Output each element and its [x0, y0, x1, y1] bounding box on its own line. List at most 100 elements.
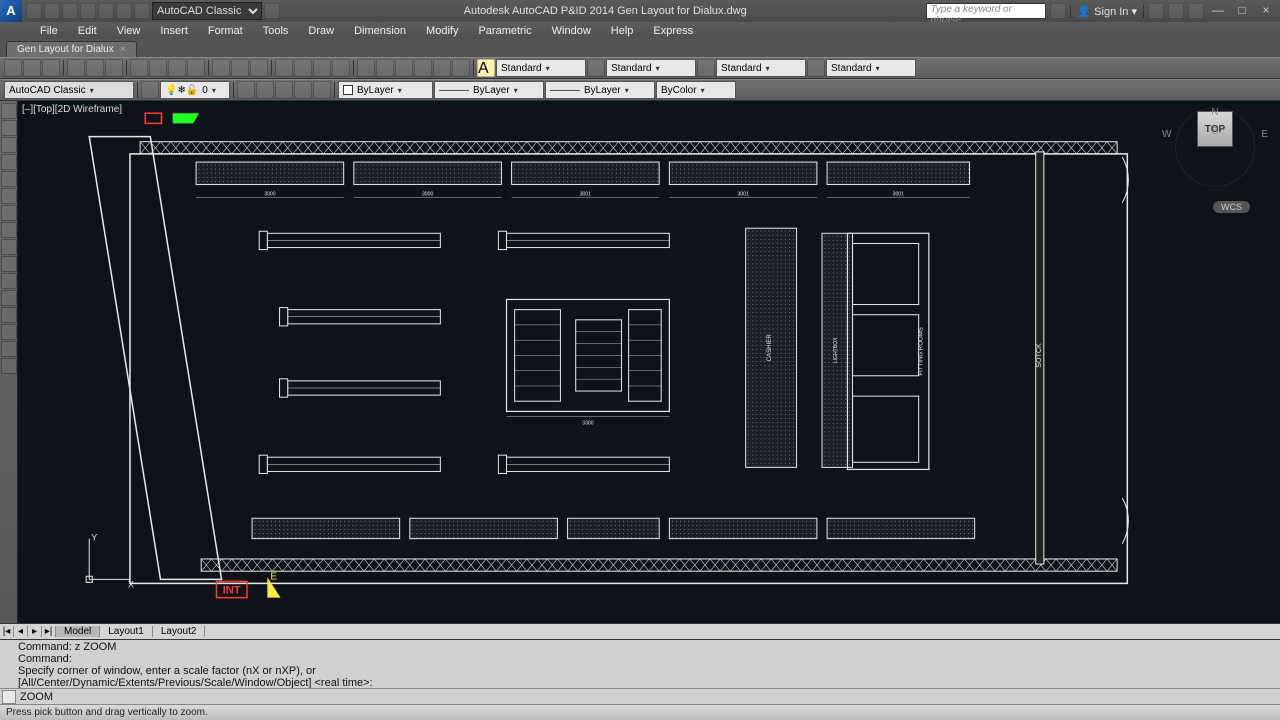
- mtext-icon[interactable]: [1, 307, 17, 323]
- layer-combo[interactable]: 💡❄🔓 0▾: [160, 81, 230, 99]
- redo-icon[interactable]: [134, 3, 150, 19]
- matchprop-icon[interactable]: [187, 59, 205, 77]
- poly-icon[interactable]: [1, 188, 17, 204]
- redo2-icon[interactable]: [250, 59, 268, 77]
- layout-nav-button[interactable]: ▸: [28, 626, 42, 637]
- plot-icon[interactable]: [98, 3, 114, 19]
- layout-tab-layout2[interactable]: Layout2: [153, 626, 206, 637]
- menu-view[interactable]: View: [107, 25, 151, 37]
- dimstyle-select[interactable]: Standard▾: [606, 59, 696, 77]
- minimize-button[interactable]: —: [1208, 3, 1228, 19]
- dimstyle-icon[interactable]: [587, 59, 605, 77]
- zoom-previous-icon[interactable]: [332, 59, 350, 77]
- maximize-button[interactable]: □: [1232, 3, 1252, 19]
- menu-insert[interactable]: Insert: [150, 25, 198, 37]
- menu-format[interactable]: Format: [198, 25, 253, 37]
- workspace-combo[interactable]: AutoCAD Classic▾: [4, 81, 134, 99]
- layout-nav-button[interactable]: |◂: [0, 626, 14, 637]
- color-combo[interactable]: ByLayer▾: [338, 81, 433, 99]
- open-doc-icon[interactable]: [23, 59, 41, 77]
- point-icon[interactable]: [1, 256, 17, 272]
- mleaderstyle-select[interactable]: Standard▾: [826, 59, 916, 77]
- zoom-window-icon[interactable]: [313, 59, 331, 77]
- menu-file[interactable]: File: [30, 25, 68, 37]
- print-icon[interactable]: [67, 59, 85, 77]
- new-icon[interactable]: [26, 3, 42, 19]
- sheetset-icon[interactable]: [414, 59, 432, 77]
- quickcalc-icon[interactable]: [452, 59, 470, 77]
- menu-tools[interactable]: Tools: [253, 25, 299, 37]
- toolpalettes-icon[interactable]: [395, 59, 413, 77]
- markup-icon[interactable]: [433, 59, 451, 77]
- help-search-input[interactable]: Type a keyword or phrase: [926, 3, 1046, 19]
- textstyle-select[interactable]: Standard▾: [496, 59, 586, 77]
- menu-edit[interactable]: Edit: [68, 25, 107, 37]
- spline-icon[interactable]: [1, 239, 17, 255]
- undo-icon[interactable]: [116, 3, 132, 19]
- wcs-badge[interactable]: WCS: [1213, 201, 1250, 213]
- layout-nav-button[interactable]: ▸|: [42, 626, 56, 637]
- open-icon[interactable]: [44, 3, 60, 19]
- menu-draw[interactable]: Draw: [298, 25, 344, 37]
- mleaderstyle-icon[interactable]: [807, 59, 825, 77]
- save-doc-icon[interactable]: [42, 59, 60, 77]
- menu-modify[interactable]: Modify: [416, 25, 468, 37]
- cloud-icon[interactable]: [1168, 3, 1184, 19]
- search-icon[interactable]: [1050, 3, 1066, 19]
- layout-tab-model[interactable]: Model: [56, 626, 100, 637]
- pan-icon[interactable]: [275, 59, 293, 77]
- view-cube[interactable]: N W TOP E S: [1170, 111, 1260, 147]
- menu-help[interactable]: Help: [601, 25, 644, 37]
- menu-express[interactable]: Express: [643, 25, 703, 37]
- ellipse-icon[interactable]: [1, 205, 17, 221]
- circle-icon[interactable]: [1, 137, 17, 153]
- arc-icon[interactable]: [1, 154, 17, 170]
- cut-icon[interactable]: [130, 59, 148, 77]
- publish-icon[interactable]: [105, 59, 123, 77]
- block-icon[interactable]: [1, 358, 17, 374]
- save-icon[interactable]: [62, 3, 78, 19]
- ws-gear-icon[interactable]: [264, 3, 280, 19]
- tablestyle-select[interactable]: Standard▾: [716, 59, 806, 77]
- menu-window[interactable]: Window: [542, 25, 601, 37]
- layout-tab-layout1[interactable]: Layout1: [100, 626, 153, 637]
- tablestyle-icon[interactable]: [697, 59, 715, 77]
- layeroff-icon[interactable]: [275, 81, 293, 99]
- file-tab[interactable]: Gen Layout for Dialux×: [6, 41, 137, 57]
- close-tab-icon[interactable]: ×: [120, 44, 126, 55]
- menu-parametric[interactable]: Parametric: [468, 25, 541, 37]
- drawing-canvas[interactable]: [‒][Top][2D Wireframe] CASHIERLIGHTBOXFI…: [18, 101, 1280, 623]
- dim-icon[interactable]: [1, 324, 17, 340]
- layermatch-icon[interactable]: [294, 81, 312, 99]
- undo2-icon[interactable]: [231, 59, 249, 77]
- exchange-icon[interactable]: [1148, 3, 1164, 19]
- workspace-select[interactable]: AutoCAD Classic: [152, 2, 262, 20]
- blockeditor-icon[interactable]: [212, 59, 230, 77]
- layerfreeze-icon[interactable]: [256, 81, 274, 99]
- layout-nav-button[interactable]: ◂: [14, 626, 28, 637]
- linetype-combo[interactable]: ——— ByLayer▾: [434, 81, 544, 99]
- layerprops-icon[interactable]: [141, 81, 159, 99]
- new-doc-icon[interactable]: [4, 59, 22, 77]
- close-button[interactable]: ×: [1256, 3, 1276, 19]
- app-logo[interactable]: A: [0, 0, 22, 22]
- designcenter-icon[interactable]: [376, 59, 394, 77]
- saveas-icon[interactable]: [80, 3, 96, 19]
- properties-icon[interactable]: [357, 59, 375, 77]
- preview-icon[interactable]: [86, 59, 104, 77]
- line-icon[interactable]: [1, 103, 17, 119]
- text-icon[interactable]: [1, 290, 17, 306]
- menu-dimension[interactable]: Dimension: [344, 25, 416, 37]
- layeriso-icon[interactable]: [237, 81, 255, 99]
- pline-icon[interactable]: [1, 120, 17, 136]
- table-icon[interactable]: [1, 341, 17, 357]
- signin-button[interactable]: 👤 Sign In ▾: [1070, 5, 1144, 18]
- hatch-icon[interactable]: [1, 222, 17, 238]
- command-input-row[interactable]: ZOOM: [0, 688, 1280, 704]
- region-icon[interactable]: [1, 273, 17, 289]
- rect-icon[interactable]: [1, 171, 17, 187]
- zoom-realtime-icon[interactable]: [294, 59, 312, 77]
- plotstyle-combo[interactable]: ByColor▾: [656, 81, 736, 99]
- paste-icon[interactable]: [168, 59, 186, 77]
- lineweight-combo[interactable]: ——— ByLayer▾: [545, 81, 655, 99]
